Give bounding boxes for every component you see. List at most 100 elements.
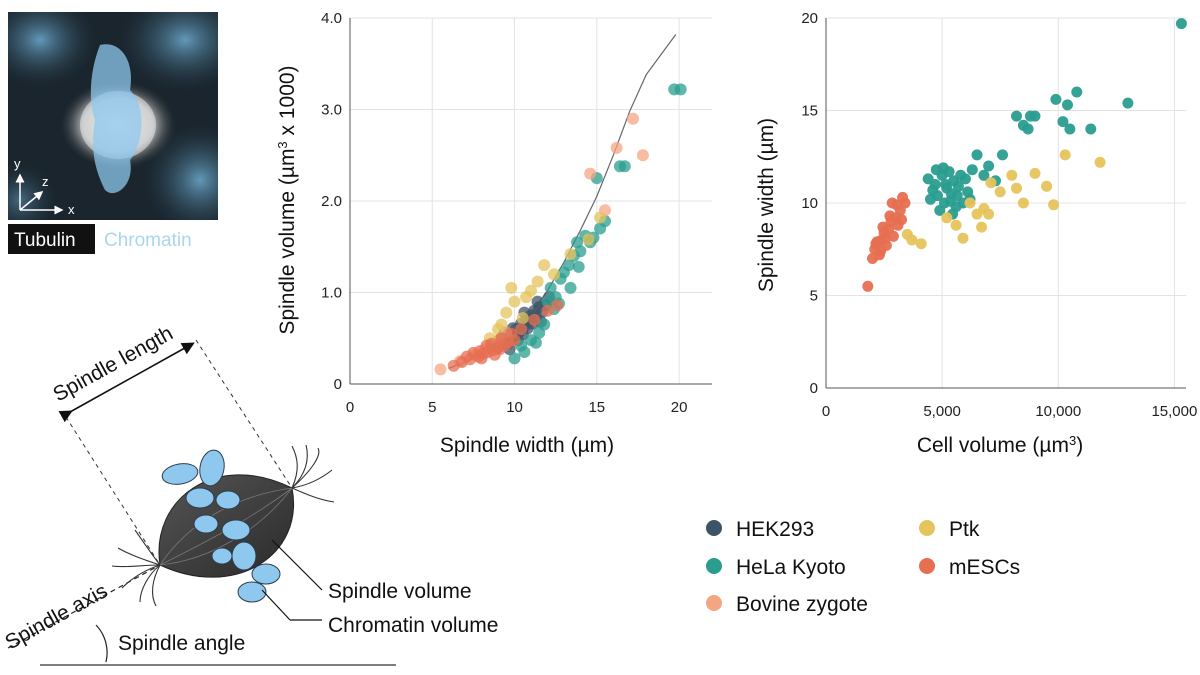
chart1-point-bovine-zygote — [610, 141, 623, 154]
chart-spindle-width: 0 5,000 10,000 15,000 0 5 10 15 20 Cell volume (… — [755, 10, 1197, 457]
chart2-point-hela-kyoto — [962, 186, 974, 198]
chart2-xtick-label: 10,000 — [1035, 403, 1081, 420]
chart1-point-hela-kyoto — [529, 336, 542, 349]
chart1-ytick-label: 1.0 — [321, 285, 342, 302]
chart1-ytick-label: 4.0 — [321, 10, 342, 27]
chart2-point-ptk — [906, 234, 918, 246]
chromatin-label: Chromatin — [104, 230, 192, 251]
chart1-point-ptk — [548, 268, 560, 281]
chart1-point-bovine-zygote — [434, 363, 447, 376]
chart2-point-ptk — [915, 238, 927, 250]
chart1-point-mescs — [460, 350, 473, 363]
chart2-point-hela-kyoto — [951, 190, 963, 202]
chart2-point-ptk — [985, 177, 997, 189]
chart2-point-hela-kyoto — [1064, 123, 1076, 135]
chart2-point-ptk — [941, 212, 953, 224]
chart1-xtick-label: 10 — [506, 399, 523, 416]
astral-left — [111, 529, 161, 607]
length-arrow — [58, 342, 195, 423]
chart1-ytick-label: 0 — [334, 376, 342, 393]
chart2-point-mescs — [884, 210, 896, 222]
chart1-x-title: Spindle width (µm) — [440, 434, 614, 457]
chart2-xtick-label: 15,000 — [1151, 403, 1197, 420]
tubulin-label: Tubulin — [14, 230, 76, 251]
chart2-ytick-label: 20 — [801, 10, 818, 27]
chart2-point-ptk — [1017, 197, 1029, 209]
chart2-point-hela-kyoto — [1175, 18, 1187, 30]
chart1-point-mescs — [488, 348, 501, 361]
chart2-point-hela-kyoto — [952, 180, 964, 192]
chart2-point-hela-kyoto — [1022, 123, 1034, 135]
chart1-series-mescs — [447, 299, 564, 372]
chart1-point-bovine-zygote — [584, 167, 597, 180]
chart2-point-hela-kyoto — [983, 160, 995, 172]
chart1-point-ptk — [505, 281, 518, 294]
chart2-xtick-label: 5,000 — [923, 403, 961, 420]
chart1-point-hela-kyoto — [562, 259, 575, 272]
chart1-point-ptk — [538, 259, 551, 272]
angle-arc — [95, 624, 108, 663]
chart2-series-ptk — [901, 149, 1106, 250]
chart2-point-hela-kyoto — [940, 179, 952, 190]
chart2-point-ptk — [1011, 182, 1022, 194]
chart1-point-mescs — [474, 345, 486, 358]
chart1-xtick-label: 0 — [346, 399, 354, 416]
chromatin-leader — [261, 589, 291, 621]
chart1-point-ptk — [582, 233, 595, 246]
chart2-point-hela-kyoto — [934, 204, 946, 216]
chart2-ytick-label: 0 — [810, 380, 818, 397]
chart2-point-mescs — [879, 232, 891, 244]
chromatin-blobs — [161, 449, 281, 603]
chart2-point-hela-kyoto — [927, 184, 939, 196]
chart2-point-hela-kyoto — [1057, 116, 1069, 128]
chart2-point-ptk — [1006, 169, 1018, 181]
chart1-point-bovine-zygote — [627, 112, 639, 125]
chart1-point-hela-kyoto — [572, 260, 585, 273]
legend-marker-hek293 — [706, 520, 722, 536]
chart2-point-hela-kyoto — [1029, 110, 1041, 122]
chart1-point-mescs — [551, 299, 564, 312]
chart2-point-ptk — [1048, 199, 1060, 211]
chart1-point-ptk — [508, 295, 521, 308]
chart2-point-hela-kyoto — [1071, 86, 1083, 98]
chart1-ytick-label: 2.0 — [321, 193, 342, 210]
chart1-point-hela-kyoto — [571, 236, 584, 249]
label-spindle-length: Spindle length — [49, 322, 177, 407]
micro-axis-y: y — [14, 156, 21, 171]
micrograph: y z x — [8, 12, 218, 220]
legend-label-ptk: Ptk — [949, 518, 980, 541]
chart2-point-hela-kyoto — [1062, 99, 1073, 111]
legend-label-mescs: mESCs — [949, 556, 1020, 579]
label-spindle-volume: Spindle volume — [328, 580, 472, 603]
chart1-point-ptk — [594, 211, 607, 224]
label-spindle-angle: Spindle angle — [118, 632, 245, 655]
chart1-point-hek293 — [531, 295, 544, 308]
chart2-series-hela-kyoto — [922, 18, 1187, 220]
chart2-point-hela-kyoto — [966, 164, 978, 176]
micro-axis-x: x — [68, 202, 75, 217]
chart1-series-ptk — [483, 211, 607, 345]
chart1-point-mescs — [528, 313, 541, 326]
chart2-point-hela-kyoto — [1011, 110, 1022, 122]
tubulin-label-bg — [8, 224, 95, 254]
chart2-point-hela-kyoto — [1122, 97, 1134, 109]
chart1-ytick-label: 3.0 — [321, 102, 342, 119]
legend-label-hek293: HEK293 — [736, 518, 814, 541]
length-guide-left — [65, 416, 161, 566]
chart2-point-hela-kyoto — [1085, 123, 1097, 135]
chart1-point-ptk — [520, 291, 533, 304]
chart2-point-ptk — [1094, 156, 1106, 168]
chart2-y-title: Spindle width (µm) — [755, 118, 778, 292]
chart1-points — [434, 83, 687, 376]
legend-label-hela-kyoto: HeLa Kyoto — [736, 556, 846, 579]
label-spindle-axis: Spindle axis — [1, 579, 111, 654]
legend-marker-mescs — [919, 558, 935, 574]
chart2-ytick-label: 5 — [810, 288, 818, 305]
chart2-ytick-label: 15 — [801, 103, 818, 120]
spindle-diagram: Spindle volume Chromatin volume Spindle … — [1, 322, 498, 666]
chart1-point-ptk — [500, 306, 513, 319]
chart1-point-hela-kyoto — [564, 281, 577, 294]
chart1-point-hela-kyoto — [618, 160, 631, 173]
chart2-point-ptk — [957, 232, 969, 244]
